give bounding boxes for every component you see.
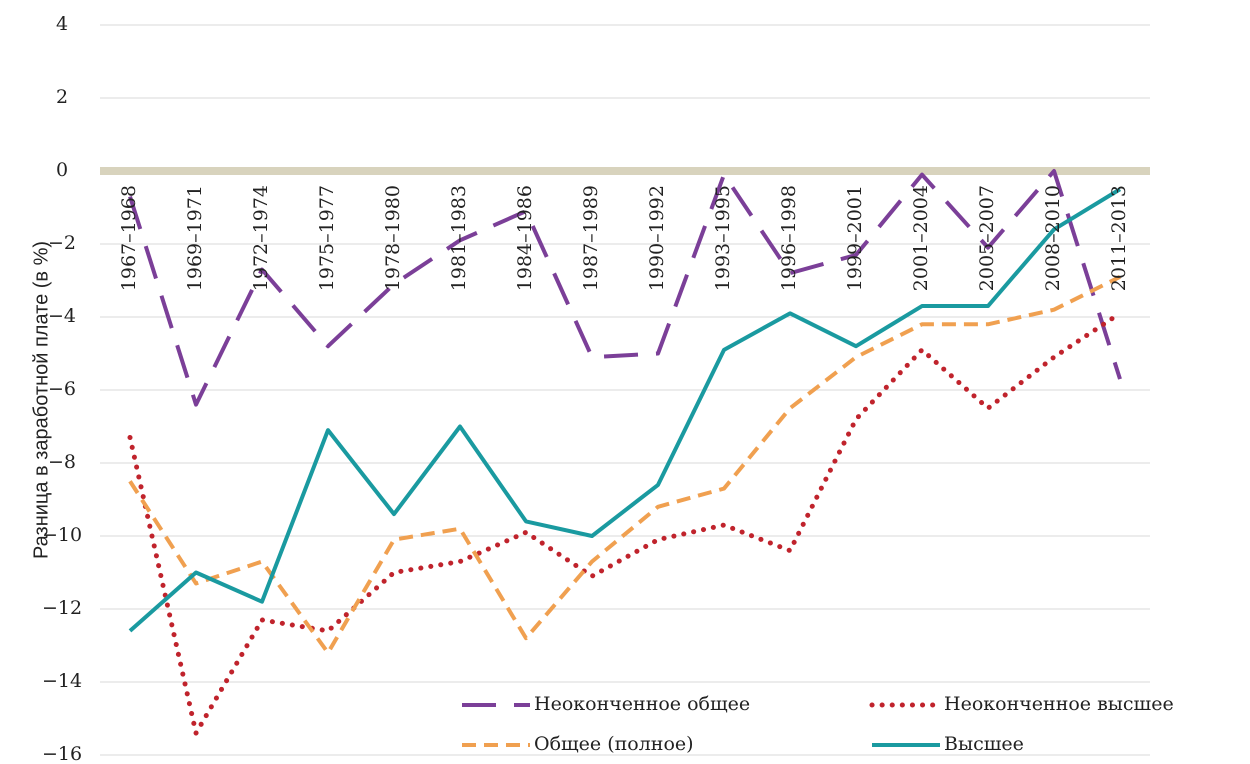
y-tick-label: −10: [42, 524, 82, 546]
y-axis-label: Разница в заработной плате (в %): [30, 241, 52, 559]
series-line: [128, 187, 1122, 633]
y-tick-label: −12: [42, 597, 82, 619]
x-tick-label: 1984–1986: [514, 185, 536, 291]
x-tick-label: 2008–2010: [1042, 185, 1064, 291]
x-tick-label: 1975–1977: [316, 185, 338, 291]
x-tick-label: 1996–1998: [778, 185, 800, 291]
y-tick-label: −4: [48, 305, 76, 327]
y-tick-label: −2: [48, 232, 76, 254]
x-tick-label: 1990–1992: [646, 185, 668, 291]
legend-label: Общее (полное): [534, 733, 694, 755]
y-tick-label: −16: [42, 743, 82, 764]
y-tick-label: −14: [42, 670, 82, 692]
y-tick-label: −8: [48, 451, 76, 473]
x-tick-label: 2005–2007: [976, 185, 998, 291]
x-tick-label: 1981–1983: [448, 185, 470, 291]
x-tick-label: 1967–1968: [118, 185, 140, 291]
series-line: [128, 169, 1122, 407]
series-line: [128, 275, 1121, 655]
x-tick-label: 1987–1989: [580, 185, 602, 291]
x-tick-label: 1993–1995: [712, 185, 734, 291]
x-tick-label: 1969–1971: [184, 185, 206, 291]
x-tick-label: 1978–1980: [382, 185, 404, 291]
y-tick-label: 0: [56, 159, 68, 181]
legend-label: Неоконченное общее: [534, 693, 750, 715]
x-tick-label: 1999–2001: [844, 185, 866, 291]
x-tick-label: 2011–2013: [1108, 185, 1130, 291]
y-tick-label: 2: [56, 86, 68, 108]
y-tick-label: 4: [56, 13, 68, 35]
x-tick-label: 2001–2004: [910, 185, 932, 291]
y-tick-label: −6: [48, 378, 76, 400]
series-line: [127, 310, 1123, 736]
legend-label: Неоконченное высшее: [944, 693, 1174, 715]
x-tick-label: 1972–1974: [250, 185, 272, 291]
legend-label: Высшее: [944, 733, 1024, 755]
